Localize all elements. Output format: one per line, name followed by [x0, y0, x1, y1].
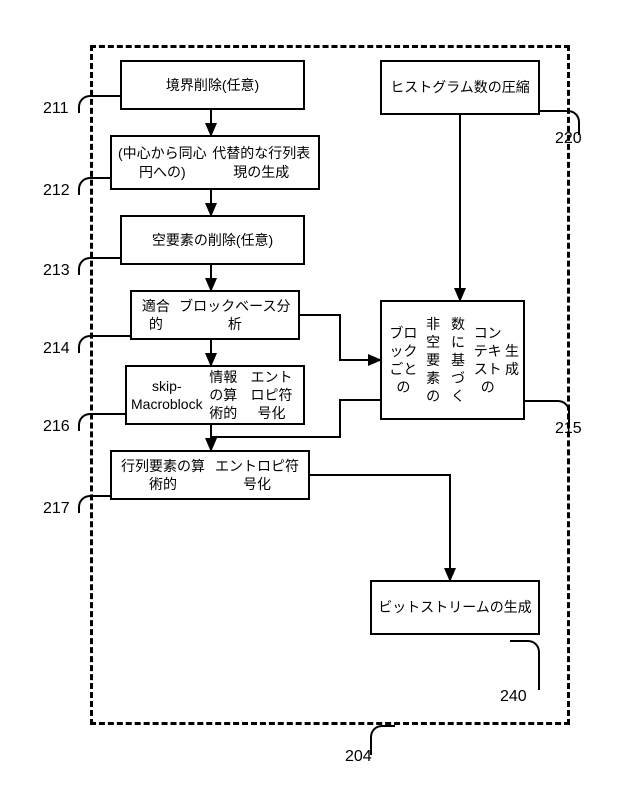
flow-node-215: ブロックごとの非空要素の数に基づくコンテキストの生成 — [380, 300, 525, 420]
lead-204 — [370, 725, 395, 755]
ref-label-211: 211 — [43, 100, 69, 118]
flow-node-216: skip-Macroblock情報の算術的エントロピ符号化 — [125, 365, 305, 425]
lead-213 — [78, 257, 120, 275]
lead-240 — [510, 640, 540, 690]
ref-label-212: 212 — [43, 182, 70, 200]
ref-label-204: 204 — [345, 748, 372, 766]
lead-214 — [78, 335, 130, 353]
ref-label-240: 240 — [500, 688, 527, 706]
flow-node-217: 行列要素の算術的エントロピ符号化 — [110, 450, 310, 500]
flow-node-212: (中心から同心円への)代替的な行列表現の生成 — [110, 135, 320, 190]
ref-label-217: 217 — [43, 500, 70, 518]
ref-label-214: 214 — [43, 340, 70, 358]
flow-node-214: 適合的ブロックベース分析 — [130, 290, 300, 340]
lead-212 — [78, 177, 111, 195]
flow-node-240: ビットストリームの生成 — [370, 580, 540, 635]
lead-211 — [78, 95, 120, 113]
flow-node-213: 空要素の削除(任意) — [120, 215, 305, 265]
ref-label-213: 213 — [43, 262, 70, 280]
lead-220 — [540, 110, 580, 135]
flow-node-211: 境界削除(任意) — [120, 60, 305, 110]
lead-216 — [78, 413, 126, 431]
ref-label-216: 216 — [43, 418, 70, 436]
flow-node-220: ヒストグラム数の圧縮 — [380, 60, 540, 115]
lead-215 — [525, 400, 570, 425]
lead-217 — [78, 495, 111, 513]
